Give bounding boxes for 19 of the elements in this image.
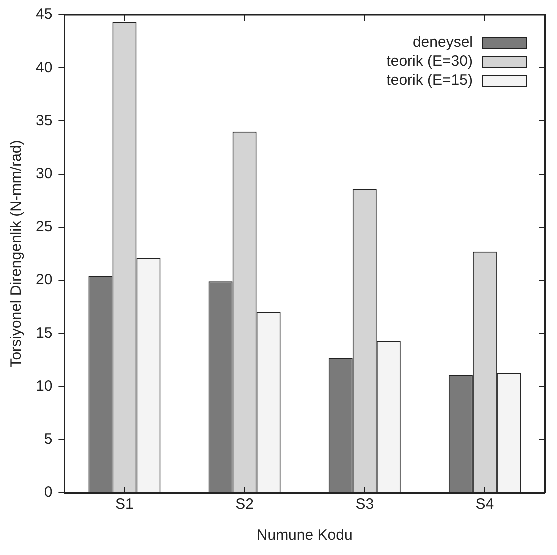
y-tick-label: 45 [36, 6, 53, 24]
x-axis-title: Numune Kodu [256, 527, 353, 544]
x-tick-label: S1 [116, 496, 134, 514]
y-tick-label: 40 [36, 59, 53, 76]
y-tick-label: 10 [36, 378, 53, 395]
y-tick-label: 0 [44, 484, 53, 502]
legend-label: teorik (E=15) [386, 72, 473, 90]
x-tick-label: S2 [236, 496, 254, 514]
y-tick-label: 30 [36, 165, 53, 182]
y-tick-label: 25 [36, 218, 53, 236]
x-tick-label: S3 [356, 496, 374, 514]
x-tick-label: S4 [476, 496, 494, 514]
y-tick-label: 35 [36, 112, 53, 130]
y-tick-label: 15 [36, 324, 53, 342]
y-tick-label: 20 [36, 272, 53, 289]
y-axis-title: Torsiyonel Direngenlik (N-mm/rad) [8, 140, 26, 368]
legend-label: teorik (E=30) [386, 53, 473, 70]
y-tick-label: 5 [44, 431, 53, 448]
legend-label: deneysel [412, 34, 473, 52]
